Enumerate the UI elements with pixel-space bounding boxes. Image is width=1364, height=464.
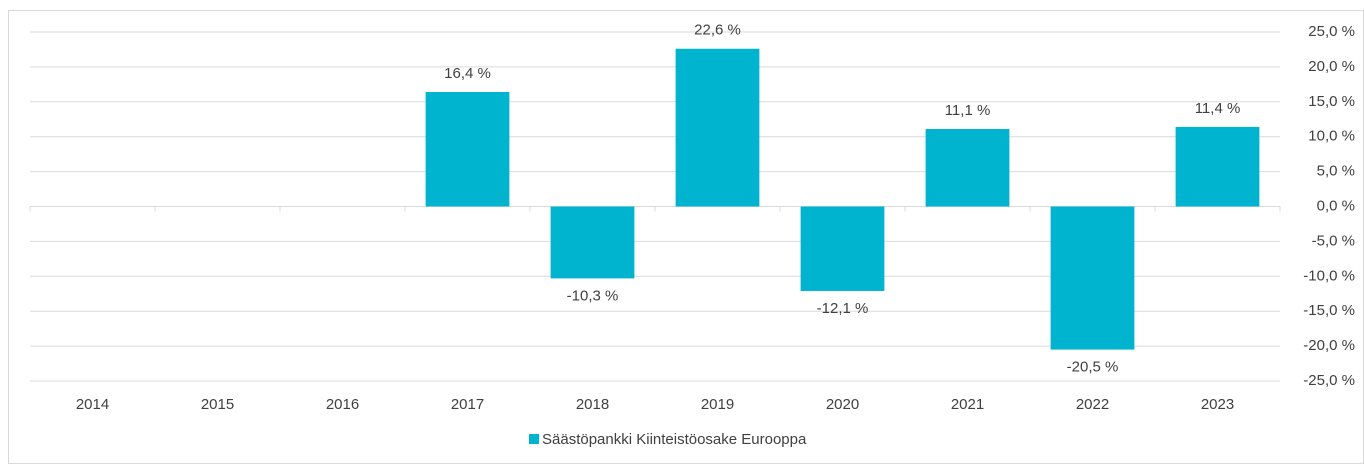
data-label: -12,1 % <box>817 300 869 317</box>
y-tick-label: -10,0 % <box>1303 267 1355 284</box>
bar <box>425 92 510 207</box>
x-tick-label: 2019 <box>701 396 734 413</box>
x-tick-label: 2023 <box>1201 396 1234 413</box>
y-tick-label: -20,0 % <box>1303 337 1355 354</box>
bar <box>800 206 885 291</box>
bar <box>925 129 1010 207</box>
data-label: 11,4 % <box>1195 100 1241 117</box>
y-tick-label: -5,0 % <box>1312 232 1355 249</box>
y-tick-label: -15,0 % <box>1303 302 1355 319</box>
x-tick-label: 2014 <box>76 396 109 413</box>
data-label: 16,4 % <box>444 65 491 82</box>
bar <box>675 48 760 207</box>
x-tick-label: 2021 <box>951 396 984 413</box>
x-tick-label: 2017 <box>451 396 484 413</box>
y-tick-label: 0,0 % <box>1317 197 1355 214</box>
data-label: 11,1 % <box>945 102 991 119</box>
data-label: -20,5 % <box>1067 359 1119 376</box>
y-tick-label: 25,0 % <box>1308 23 1355 40</box>
data-label: -10,3 % <box>567 287 619 304</box>
legend-swatch <box>529 434 539 444</box>
data-label: 22,6 % <box>694 22 741 39</box>
x-tick-label: 2016 <box>326 396 359 413</box>
y-tick-label: -25,0 % <box>1303 372 1355 389</box>
legend-label: Säästöpankki Kiinteistöosake Eurooppa <box>542 431 807 448</box>
x-tick-label: 2020 <box>826 396 859 413</box>
bar <box>1050 206 1135 350</box>
y-tick-label: 20,0 % <box>1308 58 1355 75</box>
y-tick-label: 15,0 % <box>1308 93 1355 110</box>
y-tick-label: 5,0 % <box>1317 163 1355 180</box>
x-tick-label: 2018 <box>576 396 609 413</box>
x-tick-label: 2022 <box>1076 396 1109 413</box>
y-tick-label: 10,0 % <box>1308 128 1355 145</box>
bar <box>550 206 635 279</box>
bar <box>1175 126 1260 207</box>
x-tick-label: 2015 <box>201 396 234 413</box>
